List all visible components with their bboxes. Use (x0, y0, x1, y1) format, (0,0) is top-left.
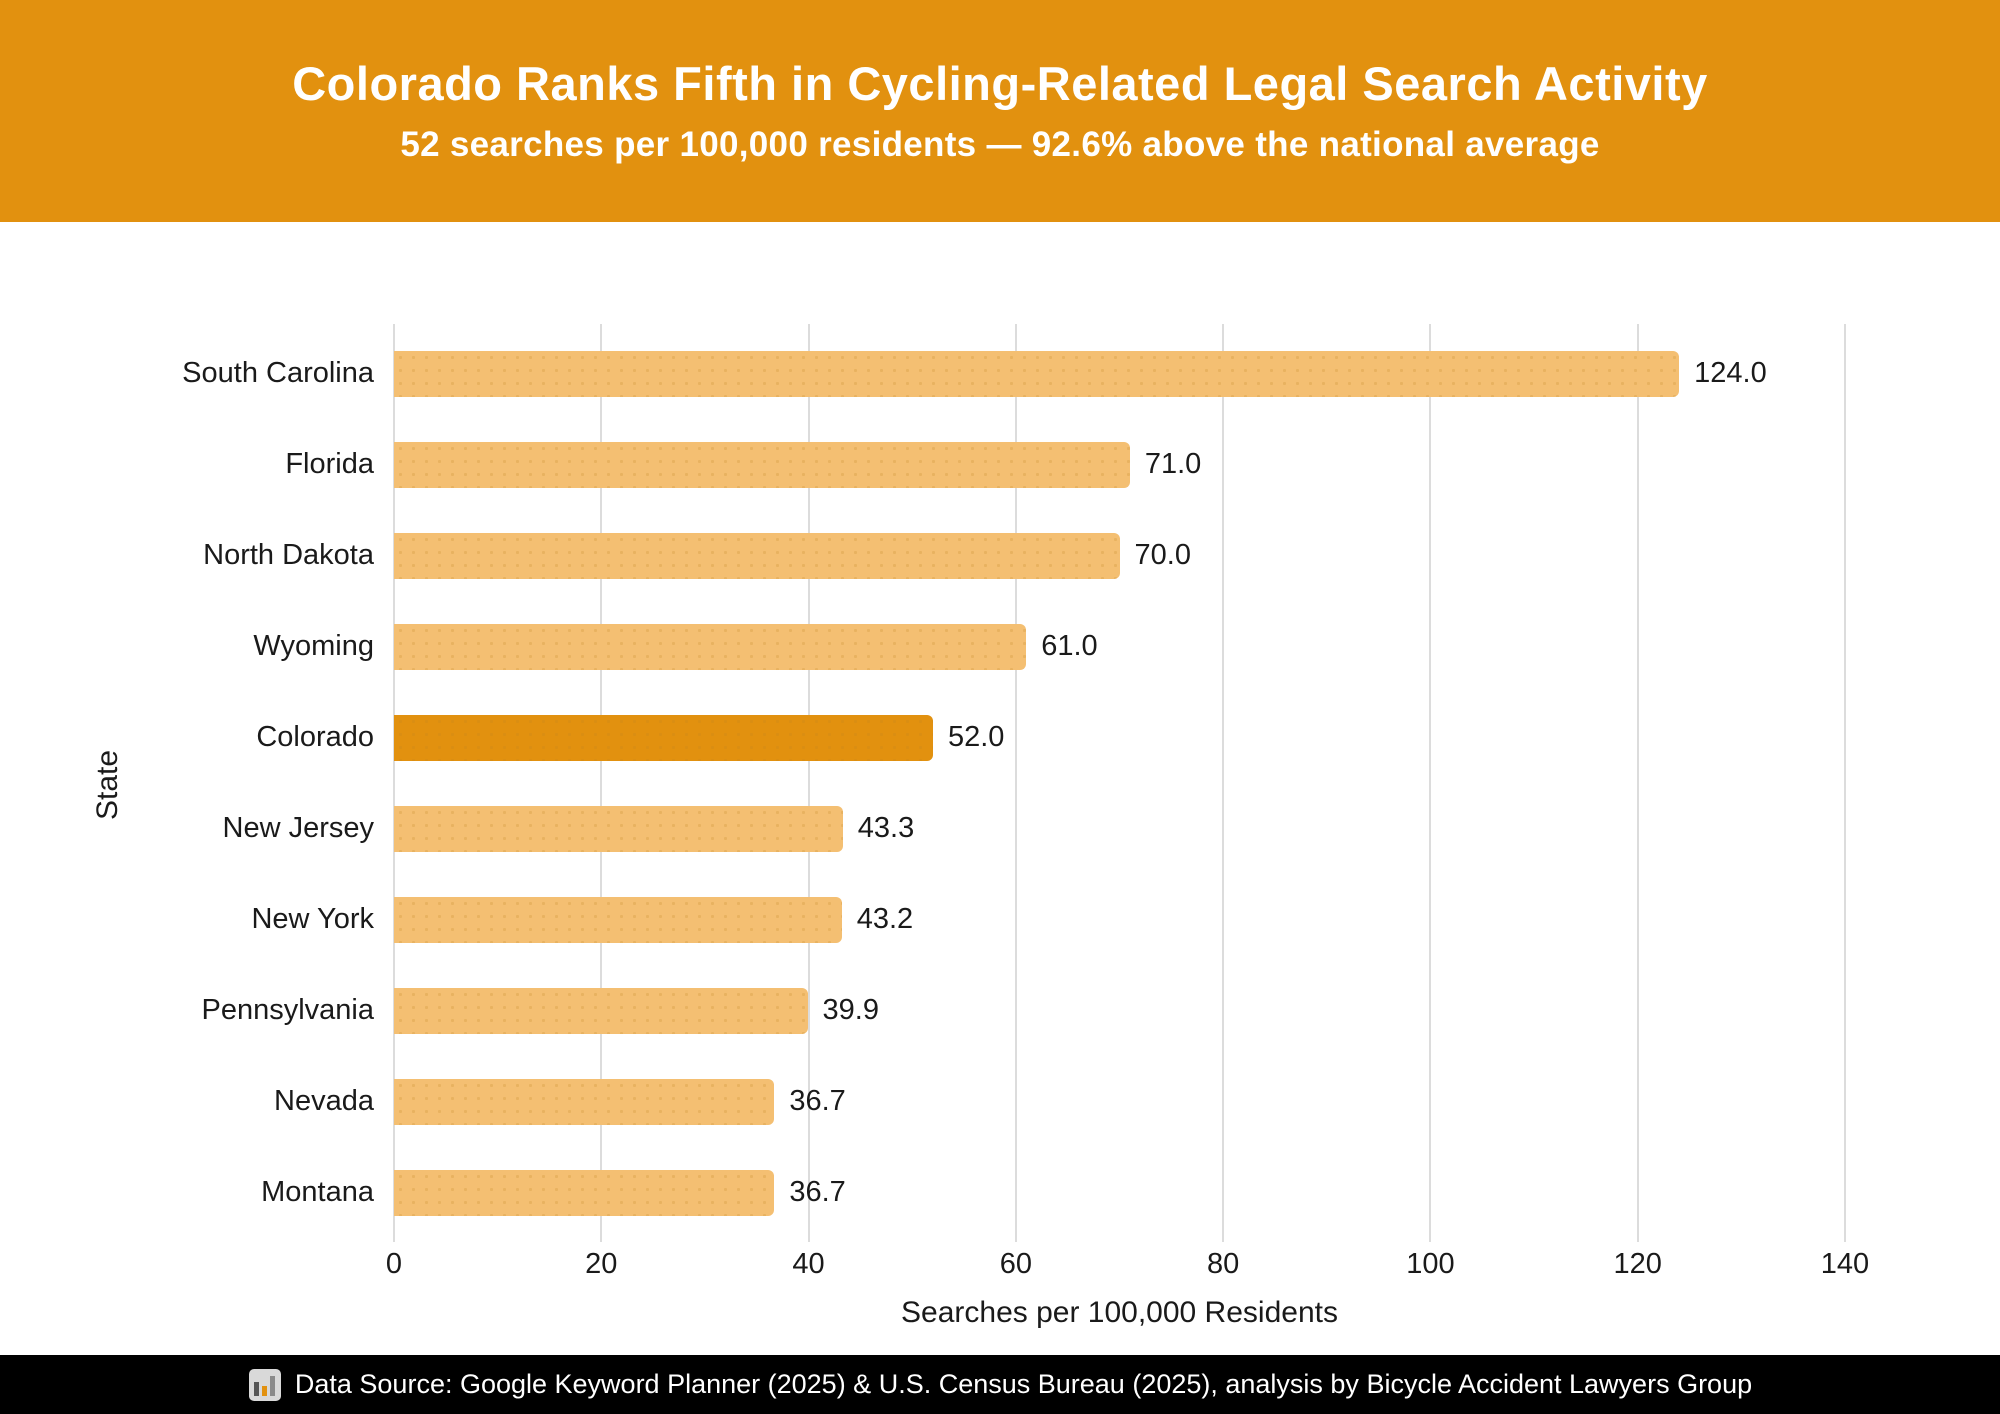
state-label: Colorado (256, 721, 374, 753)
x-axis-ticks: 0 20 40 60 80 100 120 140 (386, 1238, 1869, 1290)
bar-row: 124.0 (394, 328, 1845, 419)
value-label: 39.9 (822, 994, 879, 1026)
bar-row: 61.0 (394, 601, 1845, 692)
gridline (1636, 324, 1639, 1242)
x-tick-label: 140 (1820, 1248, 1870, 1280)
gridline (600, 324, 603, 1242)
bar-row: 39.9 (394, 965, 1845, 1056)
state-label: Pennsylvania (201, 994, 375, 1026)
bar (394, 623, 1027, 670)
bar (394, 350, 1680, 397)
bar-chart: State South Carolina Florida North Dakota W… (0, 222, 2000, 1355)
x-tick-label: 0 (385, 1248, 403, 1280)
x-tick-label: 60 (999, 1248, 1032, 1280)
x-axis-title: Searches per 100,000 Residents (901, 1296, 1338, 1329)
gridline (807, 324, 810, 1242)
bar-highlight (394, 714, 933, 761)
x-tick-label: 20 (585, 1248, 618, 1280)
bar (394, 1078, 775, 1125)
value-label: 70.0 (1134, 539, 1191, 571)
bar (394, 1169, 775, 1216)
bar (394, 532, 1120, 579)
gridlines (393, 324, 1846, 1242)
gridline (1429, 324, 1432, 1242)
state-label: New York (251, 903, 374, 935)
value-label: 36.7 (789, 1085, 846, 1117)
y-axis-title: State (91, 749, 124, 821)
footer-bar: Data Source: Google Keyword Planner (202… (0, 1355, 2000, 1414)
gridline (1844, 324, 1846, 1242)
gridline (1014, 324, 1017, 1242)
value-label: 43.3 (857, 812, 915, 844)
gridline (393, 324, 395, 1242)
bar (394, 805, 843, 852)
bar-row: 70.0 (394, 510, 1845, 601)
y-axis-labels: South Carolina Florida North Dakota Wyoming… (0, 328, 394, 1238)
bar-row: 36.7 (394, 1056, 1845, 1147)
page-title: Colorado Ranks Fifth in Cycling-Related … (292, 56, 1708, 110)
state-label: South Carolina (182, 357, 374, 389)
x-tick-label: 80 (1207, 1248, 1240, 1280)
state-label: New Jersey (222, 812, 375, 844)
chart-grid: South Carolina Florida North Dakota Wyoming… (0, 222, 2000, 1330)
gridline (1222, 324, 1225, 1242)
state-label: North Dakota (203, 539, 374, 571)
bar-row: 43.3 (394, 783, 1845, 874)
value-label: 124.0 (1694, 357, 1767, 389)
value-label: 61.0 (1041, 630, 1098, 662)
x-tick-label: 100 (1406, 1248, 1455, 1280)
value-label: 36.7 (789, 1176, 846, 1208)
state-label: Nevada (274, 1085, 374, 1117)
footer-source-text: Data Source: Google Keyword Planner (202… (294, 1369, 1753, 1399)
value-label: 43.2 (856, 903, 914, 935)
x-tick-label: 120 (1613, 1248, 1662, 1280)
bar (394, 441, 1130, 488)
state-label: Wyoming (253, 630, 374, 662)
bar (394, 987, 808, 1034)
bar (394, 896, 842, 943)
state-label: Florida (285, 448, 374, 480)
plot-area: 124.0 71.0 70.0 61.0 52.0 43.3 43.2 39.9 36.7 36.… (393, 324, 1846, 1242)
page-subtitle: 52 searches per 100,000 residents — 92.6… (400, 124, 1600, 164)
bar-row: 71.0 (394, 419, 1845, 510)
state-label: Montana (261, 1176, 374, 1208)
x-tick-label: 40 (792, 1248, 825, 1280)
bar-row: 52.0 (394, 692, 1845, 783)
bar-chart-icon (248, 1368, 282, 1402)
bar-row: 36.7 (394, 1147, 1845, 1238)
header-banner: Colorado Ranks Fifth in Cycling-Related … (0, 0, 2000, 222)
bar-row: 43.2 (394, 874, 1845, 965)
value-label: 71.0 (1144, 448, 1202, 480)
bar-rows: 124.0 71.0 70.0 61.0 52.0 43.3 43.2 39.9 36.7 36.… (394, 328, 1845, 1238)
value-label: 52.0 (947, 721, 1005, 753)
